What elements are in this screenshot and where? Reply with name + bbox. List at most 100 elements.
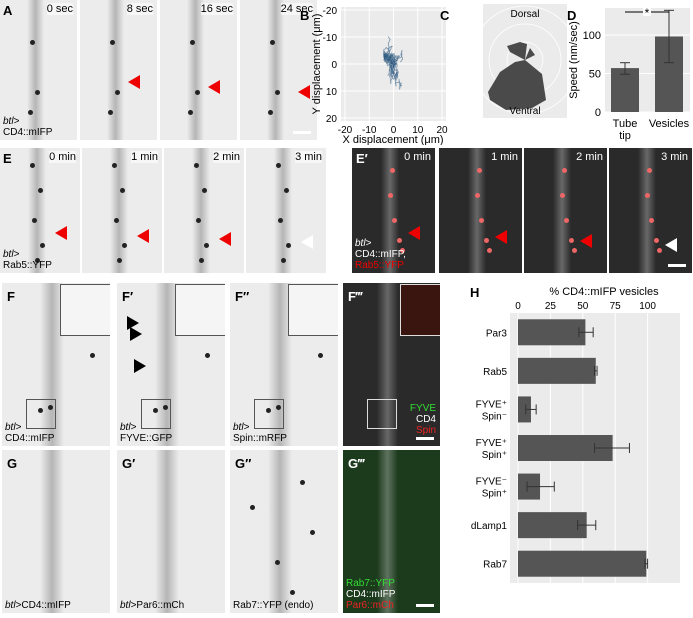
vesicle-dot — [318, 353, 323, 358]
y-tick-label: -20 — [323, 6, 338, 17]
caption-driver: btl> — [120, 422, 137, 433]
x-axis-label: X displacement (μm) — [342, 134, 443, 145]
red-arrowhead-icon — [55, 226, 67, 240]
time-label: 8 sec — [126, 3, 153, 15]
panel-label: G‴ — [348, 456, 365, 471]
y-tick-label: FYVE⁺ Spin⁻ — [476, 399, 507, 422]
zoom-inset — [288, 284, 338, 336]
vesicle-dot — [153, 408, 158, 413]
black-arrowhead-icon — [134, 359, 146, 373]
x-tick-label: -20 — [338, 125, 353, 136]
vesicle-dot — [30, 163, 35, 168]
vesicle-dot — [290, 590, 295, 595]
bar — [518, 550, 647, 577]
vesicle-dot — [190, 40, 195, 45]
vesicle-dot — [163, 405, 168, 410]
vesicle-dot — [569, 238, 574, 243]
x-tick-label: 0 — [391, 125, 397, 136]
chart-d-speed: 0 50 100 Tube tip Vesicles * Speed (nm/sec) — [568, 6, 690, 142]
vesicle-dot — [48, 405, 53, 410]
tube-structure — [186, 0, 204, 140]
caption-text: Rab7::YFP (endo) — [233, 600, 314, 611]
inset-region-box — [141, 399, 171, 429]
trajectory-line — [392, 54, 399, 74]
panel-caption: btl> Spin::mRFP — [233, 422, 287, 444]
tube-structure — [192, 148, 210, 273]
panel-a-frame: 8 sec — [80, 0, 157, 140]
x-tick-label: -10 — [362, 125, 377, 136]
y-tick-label: Rab7 — [483, 560, 507, 571]
caption-driver: btl> — [3, 116, 20, 127]
tube-structure — [39, 283, 64, 446]
vesicle-dot — [40, 243, 45, 248]
vesicle-dot — [110, 40, 115, 45]
panel-label: F″ — [235, 289, 250, 304]
legend-entry: Rab7::YFP — [346, 578, 395, 589]
time-label: 2 min — [576, 151, 603, 163]
channel-legend: Rab7::YFP CD4::mIFP Par6::mCh — [346, 578, 395, 611]
panel-caption: btl>Par6::mCh — [120, 600, 184, 611]
vesicle-dot — [194, 163, 199, 168]
scale-bar — [293, 131, 311, 134]
caption-driver: btl> — [5, 422, 22, 433]
vesicle-dot — [195, 90, 200, 95]
vesicle-dot — [196, 218, 201, 223]
panel-label: G′ — [122, 456, 136, 471]
legend-entry: Par6::mCh — [346, 600, 394, 611]
panel-caption: btl> CD4::mIFP, Rab5::YFP — [355, 238, 406, 271]
vesicle-dot — [479, 218, 484, 223]
y-tick-label: FYVE⁺ Spin⁺ — [476, 438, 507, 461]
y-tick-label: dLamp1 — [471, 521, 508, 532]
vesicle-dot — [649, 218, 654, 223]
red-arrowhead-icon — [219, 232, 231, 246]
panel-caption: btl> FYVE::GFP — [120, 422, 172, 444]
x-tick-label: 10 — [412, 125, 424, 136]
x-tick-label: Vesicles — [649, 118, 690, 130]
tube-structure — [39, 450, 64, 613]
y-tick-label: 100 — [583, 30, 601, 42]
legend-entry: CD4 — [415, 414, 436, 425]
vesicle-dot — [108, 110, 113, 115]
tube-structure — [26, 0, 44, 140]
x-tick-label: 100 — [639, 301, 656, 312]
zoom-inset — [60, 284, 110, 336]
bar — [518, 319, 586, 346]
time-label: 24 sec — [280, 3, 313, 15]
time-label: 2 min — [213, 151, 240, 163]
bar — [518, 512, 587, 539]
scale-bar — [668, 264, 686, 267]
vesicle-dot — [487, 248, 492, 253]
trajectory-line — [388, 67, 396, 85]
vesicle-dot — [572, 248, 577, 253]
panel-label: F — [7, 289, 15, 304]
vesicle-dot — [32, 218, 37, 223]
vesicle-dot — [276, 163, 281, 168]
caption-text: FYVE::GFP — [120, 433, 173, 444]
y-tick-label: -10 — [323, 33, 338, 44]
panel-label-d: D — [567, 8, 577, 23]
vesicle-dot — [560, 193, 565, 198]
inset-region-box — [367, 399, 397, 429]
vesicle-dot — [484, 238, 489, 243]
vesicle-dot — [310, 530, 315, 535]
vesicle-dot — [278, 218, 283, 223]
panel-caption: btl>CD4::mIFP — [3, 116, 52, 138]
vesicle-dot — [654, 238, 659, 243]
tube-structure — [638, 148, 657, 273]
chart-title: % CD4::mIFP vesicles — [549, 286, 659, 298]
vesicle-dot — [397, 238, 402, 243]
y-tick-label: 0 — [595, 107, 601, 119]
channel-legend: FYVE CD4 Spin — [410, 403, 436, 436]
black-arrowhead-icon — [127, 316, 139, 330]
time-label: 3 min — [661, 151, 688, 163]
red-arrowhead-icon — [408, 226, 420, 240]
red-arrowhead-icon — [580, 234, 592, 248]
y-tick-label: 50 — [589, 68, 601, 80]
scale-bar — [416, 437, 434, 440]
time-label: 0 sec — [46, 3, 73, 15]
panel-label-a: A — [3, 3, 13, 18]
red-arrowhead-icon — [128, 75, 140, 89]
